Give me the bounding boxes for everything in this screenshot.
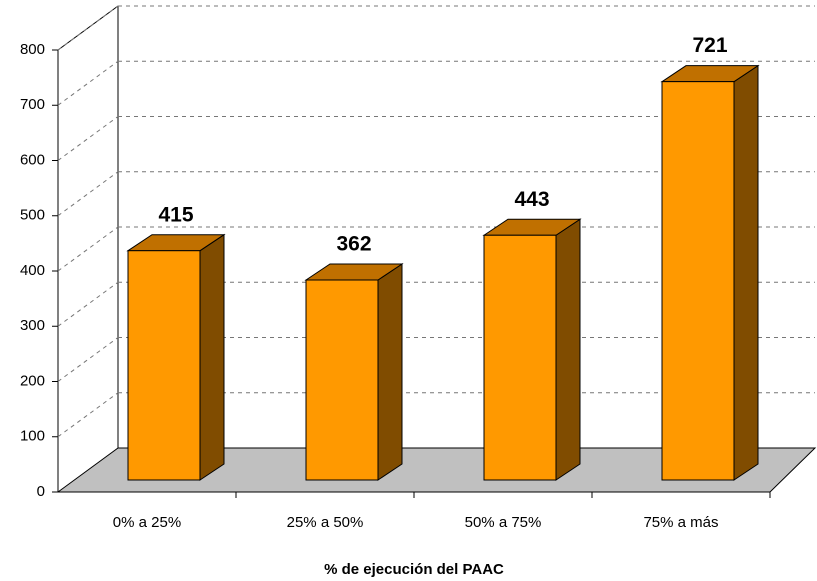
bar-side <box>199 233 225 481</box>
bar <box>661 81 735 481</box>
y-tick-label: 0 <box>37 483 45 500</box>
x-tick-label: 50% a 75% <box>465 514 542 531</box>
grid-line <box>57 392 119 438</box>
grid-line <box>57 337 119 382</box>
y-tick-label: 700 <box>20 96 45 113</box>
grid-line <box>57 60 119 106</box>
floor <box>56 447 817 493</box>
y-tick-label: 600 <box>20 151 45 168</box>
value-label: 362 <box>336 233 371 256</box>
bar-side <box>377 263 403 481</box>
y-tick-label: 300 <box>20 317 45 334</box>
y-tick-label: 500 <box>20 207 45 224</box>
value-label: 415 <box>158 203 193 226</box>
y-tick-label: 400 <box>20 262 45 279</box>
bar-side <box>555 218 581 481</box>
x-tick-label: 25% a 50% <box>287 514 364 531</box>
x-axis-title: % de ejecución del PAAC <box>324 561 504 578</box>
bar-side <box>733 64 759 481</box>
bar <box>305 279 379 481</box>
grid-line <box>57 226 119 272</box>
x-tick-label: 0% a 25% <box>113 514 181 531</box>
side-wall-top <box>57 5 119 51</box>
value-label: 721 <box>692 34 727 57</box>
value-label: 443 <box>514 188 549 211</box>
grid-line <box>57 171 119 217</box>
y-tick-label: 800 <box>20 41 45 58</box>
bar <box>127 250 201 481</box>
grid-line <box>57 116 119 161</box>
bar <box>483 234 557 481</box>
y-tick-label: 200 <box>20 372 45 389</box>
y-tick-label: 100 <box>20 428 45 445</box>
grid-line <box>57 281 119 327</box>
x-tick-label: 75% a más <box>643 514 718 531</box>
